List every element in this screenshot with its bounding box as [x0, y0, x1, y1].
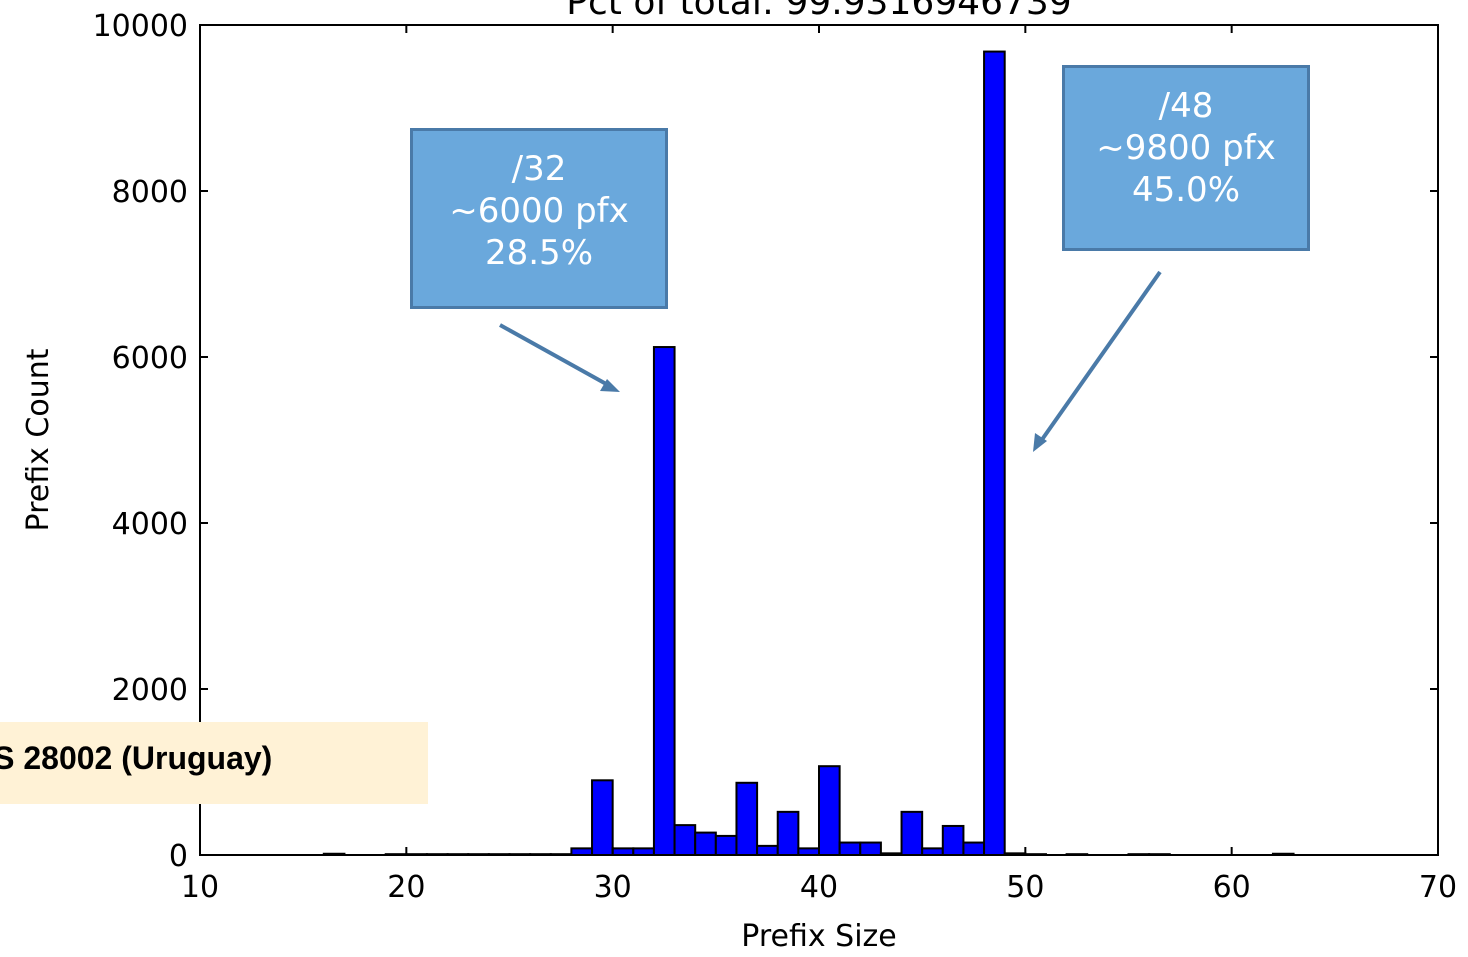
y-tick-label-6000: 6000 [112, 341, 188, 376]
y-tick-label-2000: 2000 [112, 673, 188, 708]
callout-48-line-3: 45.0% [1131, 170, 1240, 210]
x-axis-label: Prefix Size [741, 919, 896, 954]
ticks: 10 20 30 40 50 60 70 0 2000 4000 6000 8000 10000 [93, 9, 1458, 905]
callout-32-line-3: 28.5% [484, 233, 593, 273]
as-label-box: AS 28002 (Uruguay) [0, 722, 428, 804]
x-tick-label-30: 30 [594, 870, 632, 905]
bar-40 [818, 765, 841, 856]
bar-48 [983, 50, 1006, 857]
bar-33 [673, 824, 697, 856]
bar-38 [776, 810, 800, 857]
x-tick-label-60: 60 [1213, 870, 1251, 905]
y-tick-label-0: 0 [169, 839, 188, 874]
bar-36 [735, 781, 759, 856]
callout-32-line-2: ~6000 pfx [449, 191, 629, 231]
chart-title: Pct of total: 99.9316946739 [566, 0, 1071, 23]
x-tick-label-40: 40 [800, 870, 838, 905]
callout-32-line-1: /32 [511, 149, 567, 189]
y-tick-label-8000: 8000 [112, 175, 188, 210]
callout-48-line-2: ~9800 pfx [1096, 128, 1276, 168]
bar-37 [756, 844, 779, 856]
y-tick-label-10000: 10000 [93, 9, 188, 44]
bar-29 [591, 779, 614, 856]
bar-35 [714, 834, 738, 856]
bar-34 [694, 831, 717, 857]
x-tick-label-10: 10 [181, 870, 219, 905]
arrow-48-head [1033, 433, 1047, 452]
callout-prefix-48: /48 ~9800 pfx 45.0% [1062, 65, 1310, 251]
x-tick-label-70: 70 [1419, 870, 1457, 905]
y-tick-label-4000: 4000 [112, 507, 188, 542]
arrow-48 [1039, 270, 1162, 443]
bar-46 [941, 824, 965, 857]
bar-44 [900, 810, 924, 857]
bar-32 [652, 346, 676, 856]
arrows [499, 270, 1162, 452]
arrow-32-head [600, 379, 620, 392]
bar-41 [838, 841, 862, 856]
plot-frame [199, 24, 1439, 856]
x-tick-label-20: 20 [387, 870, 425, 905]
x-tick-label-50: 50 [1006, 870, 1044, 905]
callout-prefix-32: /32 ~6000 pfx 28.5% [410, 128, 668, 309]
callout-48-line-1: /48 [1158, 86, 1214, 126]
bar-47 [962, 841, 986, 856]
bar-42 [859, 841, 882, 856]
y-axis-label: Prefix Count [21, 348, 56, 531]
as-label-text: AS 28002 (Uruguay) [0, 740, 273, 776]
arrow-32 [499, 323, 609, 387]
